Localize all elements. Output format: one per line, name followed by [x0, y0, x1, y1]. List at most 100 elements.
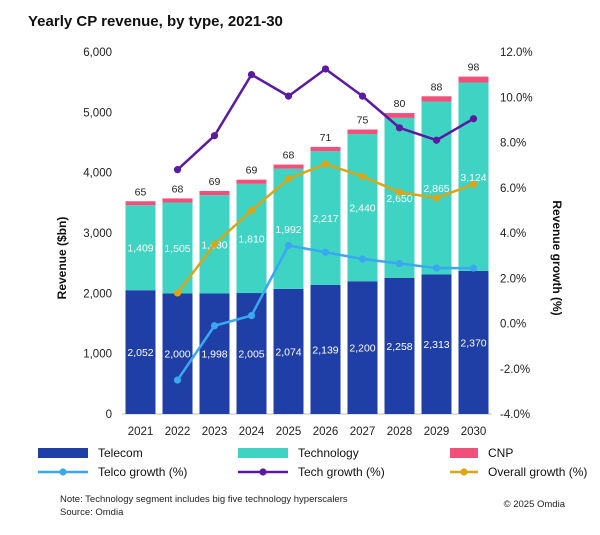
x-tick-label: 2023: [202, 426, 228, 438]
tick-layer: 0 1,000 2,000 3,000 4,000 5,000 6,000 -4.0% -2.0…: [83, 47, 532, 438]
y-tick-label: 6,000: [83, 47, 112, 59]
x-tick-label: 2021: [128, 426, 154, 438]
telecom-bar: [421, 274, 452, 414]
y2-tick-label: 6.0%: [500, 183, 526, 195]
technology-bar: [125, 205, 156, 291]
cnp-data-label: 75: [357, 115, 369, 127]
overall-growth-point: [469, 180, 478, 188]
tech-growth-point: [247, 71, 256, 79]
telco-growth-point: [210, 322, 219, 330]
technology-data-label: 1,810: [238, 233, 264, 245]
y-tick-label: 5,000: [83, 107, 112, 119]
telco-growth-point: [247, 311, 256, 320]
overall-growth-point: [210, 240, 219, 248]
y2-tick-label: 2.0%: [500, 273, 526, 285]
overall-growth-point: [284, 175, 293, 183]
overall-growth-point: [358, 172, 367, 181]
cnp-bar: [421, 96, 452, 102]
tech-growth-point: [284, 92, 293, 100]
y2-axis-label: Revenue growth (%): [550, 200, 564, 315]
x-tick-label: 2026: [313, 426, 339, 438]
telco-growth-point: [469, 264, 478, 272]
cnp-data-label: 80: [394, 98, 406, 110]
cnp-bar: [236, 179, 267, 184]
tech-growth-point: [173, 166, 182, 174]
technology-data-label: 1,409: [127, 243, 153, 255]
telecom-data-label: 2,200: [349, 343, 375, 355]
cnp-data-label: 98: [468, 62, 480, 74]
telecom-bar: [384, 277, 415, 414]
tech-growth-point: [469, 115, 478, 123]
telecom-bar: [125, 290, 156, 414]
telecom-data-label: 2,370: [460, 338, 486, 350]
telecom-data-label: 2,005: [238, 349, 264, 361]
y-axis-label: Revenue ($bn): [55, 217, 69, 300]
overall-growth-point: [432, 194, 441, 202]
technology-data-label: 2,650: [386, 193, 412, 205]
y-tick-label: 3,000: [83, 228, 112, 240]
cnp-data-label: 69: [209, 176, 221, 188]
telco-growth-point: [173, 376, 182, 384]
technology-legend-label: Technology: [298, 446, 359, 460]
y2-tick-label: 4.0%: [500, 228, 526, 240]
cnp-bar: [125, 201, 156, 206]
y-tick-label: 1,000: [83, 349, 112, 361]
telecom-data-label: 1,998: [201, 349, 227, 361]
copyright: © 2025 Omdia: [504, 499, 566, 510]
telecom-legend-label: Telecom: [98, 446, 143, 460]
cnp-legend-swatch: [450, 448, 478, 458]
x-tick-label: 2025: [276, 426, 302, 438]
cnp-legend-label: CNP: [488, 446, 513, 460]
tech-growth-legend-label: Tech growth (%): [298, 465, 385, 479]
telco-growth-point: [395, 259, 404, 268]
y2-tick-label: 8.0%: [500, 138, 526, 150]
telco-growth-legend-marker: [59, 468, 67, 476]
cnp-data-label: 71: [320, 132, 332, 144]
technology-data-label: 3,124: [460, 172, 486, 184]
chart-title: Yearly CP revenue, by type, 2021-30: [28, 13, 283, 30]
y-tick-label: 4,000: [83, 168, 112, 180]
technology-data-label: 2,440: [349, 203, 375, 215]
telecom-data-label: 2,052: [127, 347, 153, 359]
technology-bar: [384, 117, 415, 278]
telecom-data-label: 2,074: [275, 346, 301, 358]
overall-growth-point: [247, 206, 256, 214]
cnp-data-label: 69: [246, 165, 258, 177]
x-tick-label: 2030: [461, 426, 487, 438]
cnp-data-label: 88: [431, 81, 443, 93]
cnp-bar: [199, 190, 230, 196]
cnp-bar: [162, 198, 193, 203]
x-tick-label: 2028: [387, 426, 413, 438]
y-tick-label: 0: [106, 409, 112, 421]
technology-data-label: 1,505: [164, 243, 190, 255]
telecom-bar: [458, 271, 489, 414]
cnp-data-label: 65: [135, 186, 147, 198]
y2-tick-label: 0.0%: [500, 319, 526, 331]
tech-growth-point: [321, 65, 330, 73]
y2-tick-label: -2.0%: [500, 364, 530, 376]
technology-data-label: 2,217: [312, 213, 338, 225]
telecom-legend-swatch: [38, 448, 88, 458]
technology-bar: [458, 82, 489, 272]
y2-tick-label: 12.0%: [500, 47, 533, 59]
technology-data-label: 2,865: [423, 183, 449, 195]
telecom-bar: [162, 293, 193, 414]
telecom-data-label: 2,139: [312, 344, 338, 356]
cnp-bar: [273, 164, 304, 169]
line-layer: [173, 65, 478, 384]
cnp-bar: [347, 129, 378, 135]
x-tick-label: 2022: [165, 426, 191, 438]
y-tick-label: 2,000: [83, 288, 112, 300]
cnp-bar: [458, 76, 489, 83]
technology-legend-swatch: [238, 448, 288, 458]
telecom-bar: [199, 293, 230, 414]
y2-tick-label: -4.0%: [500, 409, 530, 421]
telecom-bar: [347, 281, 378, 414]
overall-growth-point: [173, 289, 182, 297]
telco-growth-legend-label: Telco growth (%): [98, 465, 187, 479]
overall-growth-legend-marker: [460, 468, 468, 476]
legend: Telecom Technology CNP Telco growth (%) Tech…: [38, 446, 587, 479]
technology-data-label: 1,992: [275, 224, 301, 236]
